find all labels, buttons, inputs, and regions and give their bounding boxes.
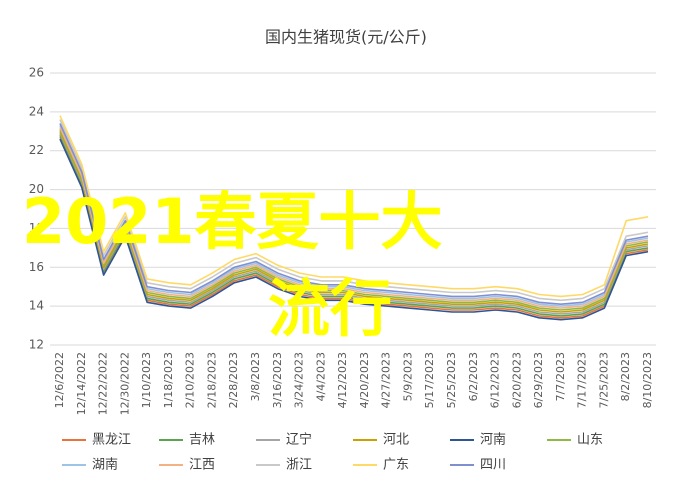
x-tick-label: 8/10/2023	[641, 352, 654, 408]
y-tick-label: 16	[29, 260, 44, 274]
x-tick-label: 6/29/2023	[532, 352, 545, 408]
series-line	[59, 134, 649, 317]
legend-label: 辽宁	[286, 432, 312, 448]
overlay-text: 流行	[268, 272, 392, 345]
x-tick-label: 5/9/2023	[401, 352, 414, 401]
legend-label: 广东	[383, 458, 409, 473]
x-tick-label: 2/28/2023	[227, 352, 240, 408]
legend-label: 四川	[480, 458, 506, 473]
legend-label: 河北	[383, 433, 409, 448]
x-tick-label: 2/18/2023	[205, 352, 218, 408]
y-tick-label: 22	[29, 143, 44, 157]
y-tick-label: 24	[29, 104, 44, 118]
x-tick-label: 8/2/2023	[619, 352, 632, 401]
y-tick-label: 26	[29, 66, 44, 80]
legend-label: 浙江	[286, 458, 312, 473]
x-tick-label: 6/20/2023	[510, 352, 523, 408]
x-tick-label: 2/10/2023	[184, 352, 197, 408]
x-tick-label: 5/25/2023	[445, 352, 458, 408]
x-tick-label: 4/27/2023	[380, 352, 393, 408]
x-tick-label: 4/12/2023	[336, 352, 349, 408]
legend-label: 山东	[577, 433, 603, 448]
series-line	[59, 125, 649, 307]
series-line	[59, 138, 649, 321]
x-tick-label: 3/24/2023	[293, 352, 306, 408]
x-tick-label: 6/12/2023	[489, 352, 502, 408]
x-tick-label: 7/17/2023	[576, 352, 589, 408]
x-tick-label: 1/18/2023	[162, 352, 175, 408]
y-tick-label: 18	[29, 221, 44, 235]
plot-area: 12 14 16 18 20 22 24 26 12/6/2022 12/14/2022 12/22…	[29, 66, 656, 415]
y-tick-label: 14	[29, 299, 44, 313]
x-tick-label: 7/7/2023	[554, 352, 567, 401]
y-tick-label: 20	[29, 182, 44, 196]
x-tick-label: 12/6/2022	[53, 352, 66, 408]
x-tick-label: 7/25/2023	[597, 352, 610, 408]
x-tick-label: 3/8/2023	[249, 352, 262, 401]
y-tick-label: 12	[29, 338, 44, 352]
series-line	[59, 128, 649, 311]
series-line	[59, 123, 649, 306]
legend-label: 吉林	[189, 433, 215, 448]
legend-label: 黑龙江	[92, 433, 131, 448]
x-tick-label: 4/4/2023	[314, 352, 327, 401]
chart-title: 国内生猪现货(元/公斤)	[265, 28, 427, 47]
x-tick-label: 12/22/2022	[97, 352, 110, 415]
series-line	[59, 119, 649, 302]
series-line	[59, 130, 649, 313]
x-tick-label: 12/30/2022	[118, 352, 131, 415]
overlay-text: 2021春夏十大	[22, 185, 443, 258]
x-tick-label: 5/17/2023	[423, 352, 436, 408]
x-tick-label: 6/2/2023	[467, 352, 480, 401]
x-tick-label: 1/10/2023	[140, 352, 153, 408]
x-tick-label: 12/14/2022	[75, 352, 88, 415]
legend-label: 河南	[480, 432, 506, 448]
x-tick-label: 3/16/2023	[271, 352, 284, 408]
x-tick-label: 4/20/2023	[358, 352, 371, 408]
series-line	[59, 115, 649, 298]
legend-label: 江西	[189, 458, 215, 473]
series-line	[59, 127, 649, 309]
series-line	[59, 136, 649, 319]
series-line	[59, 132, 649, 315]
legend-label: 湖南	[92, 457, 118, 473]
